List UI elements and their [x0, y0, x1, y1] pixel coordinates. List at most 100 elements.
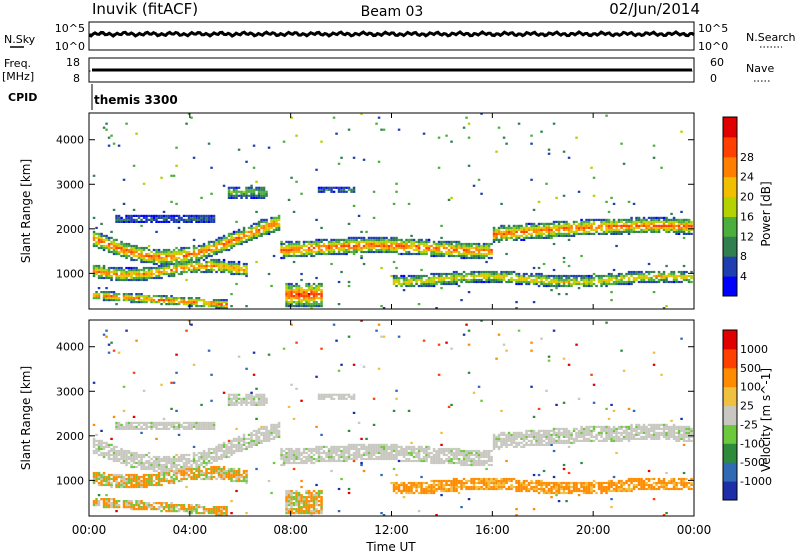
power-cell: [477, 274, 481, 278]
power-cell: [310, 307, 313, 310]
power-cell: [157, 270, 161, 274]
velocity-cell: [165, 425, 168, 428]
velocity-cell: [227, 439, 231, 442]
velocity-cell: [142, 479, 146, 483]
power-cell: [135, 258, 138, 262]
power-cell: [255, 210, 258, 213]
power-cell: [105, 270, 108, 274]
velocity-cell: [152, 506, 156, 509]
power-cell: [210, 303, 213, 306]
velocity-cell: [212, 457, 216, 461]
velocity-cell: [122, 409, 126, 412]
power-cell: [140, 256, 143, 260]
power-cell: [222, 268, 226, 272]
velocity-cell: [155, 423, 158, 426]
velocity-cell: [250, 393, 253, 396]
power-cell: [95, 266, 98, 270]
power-cell: [395, 182, 398, 185]
velocity-cell: [287, 500, 291, 503]
power-cell: [420, 250, 423, 254]
velocity-cell: [192, 445, 196, 448]
power-cell: [425, 240, 428, 243]
power-cell: [575, 278, 578, 282]
power-cell: [587, 220, 591, 223]
power-cell: [177, 220, 181, 223]
power-cell: [200, 244, 203, 248]
velocity-cell: [115, 455, 118, 459]
power-cell: [232, 194, 236, 197]
power-cell: [157, 272, 161, 276]
power-cell: [477, 278, 481, 282]
power-cell: [107, 270, 111, 274]
power-cell: [245, 262, 248, 266]
power-cell: [182, 297, 186, 300]
power-cell: [667, 218, 671, 221]
velocity-cell: [177, 471, 181, 475]
power-cell: [607, 276, 611, 280]
power-cell: [182, 250, 186, 254]
power-cell: [417, 246, 421, 250]
velocity-cell: [290, 383, 293, 386]
power-cell: [622, 162, 626, 165]
power-cell: [172, 299, 176, 302]
power-cell: [567, 238, 571, 241]
power-cell: [357, 244, 361, 248]
velocity-cell: [115, 423, 118, 426]
velocity-cell: [330, 445, 333, 448]
nave-tick-bottom: 0: [710, 72, 717, 85]
power-cell: [222, 270, 226, 274]
power-cell: [95, 291, 98, 294]
velocity-cell: [110, 447, 113, 451]
velocity-cell: [210, 473, 213, 477]
velocity-cell: [207, 471, 211, 475]
velocity-cell: [300, 399, 303, 402]
power-cell: [542, 232, 546, 235]
power-cell: [450, 242, 453, 246]
power-cell: [300, 305, 303, 308]
power-cell: [515, 280, 518, 284]
velocity-cell: [320, 445, 323, 448]
velocity-cell: [220, 449, 223, 453]
power-cell: [282, 242, 286, 246]
power-cell: [665, 264, 668, 268]
velocity-cell: [292, 498, 296, 501]
velocity-cell: [132, 475, 136, 479]
power-cell: [435, 250, 438, 254]
power-cell: [370, 238, 373, 241]
power-cell: [462, 248, 466, 252]
power-cell: [287, 254, 291, 258]
velocity-cell: [332, 449, 336, 453]
velocity-cell: [195, 421, 198, 424]
power-cell: [360, 250, 363, 254]
velocity-cell: [295, 455, 298, 459]
power-cell: [132, 220, 136, 223]
power-cell: [142, 248, 146, 252]
velocity-cell: [187, 425, 191, 428]
power-cell: [287, 295, 291, 298]
power-cell: [312, 242, 316, 246]
velocity-cell: [102, 453, 106, 457]
power-cell: [262, 220, 266, 223]
velocity-cell: [320, 397, 323, 400]
power-cell: [672, 278, 676, 282]
power-cell: [127, 218, 131, 221]
power-cell: [237, 228, 241, 231]
power-cell: [582, 224, 586, 227]
power-cell: [122, 202, 126, 205]
power-cell: [552, 284, 556, 288]
velocity-cell: [175, 371, 178, 374]
power-cell: [115, 252, 118, 256]
power-cell: [112, 240, 116, 243]
power-cell: [180, 246, 183, 250]
velocity-cell: [125, 485, 128, 489]
power-cell: [287, 240, 291, 243]
power-cell: [287, 301, 291, 304]
velocity-cell: [142, 485, 146, 489]
power-cell: [250, 192, 253, 195]
velocity-cell: [257, 429, 261, 432]
power-cell: [305, 282, 308, 286]
power-cell: [155, 274, 158, 278]
power-cell: [345, 190, 348, 193]
power-cell: [125, 122, 128, 125]
power-cell: [447, 248, 451, 252]
